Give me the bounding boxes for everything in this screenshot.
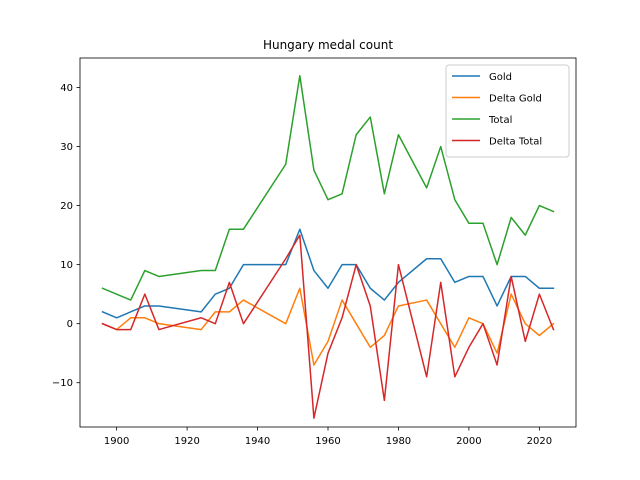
series-line-3 [101, 234, 555, 419]
x-tick-label: 2020 [527, 436, 552, 447]
x-tick-label: 1980 [386, 436, 411, 447]
legend-label-0: Gold [489, 72, 512, 83]
y-tick-label: 20 [60, 201, 73, 212]
y-tick-label: 40 [60, 83, 73, 94]
legend-label-3: Delta Total [489, 137, 542, 148]
legend-label-1: Delta Gold [489, 94, 542, 105]
x-tick-label: 1900 [104, 436, 129, 447]
y-tick-label: 0 [67, 319, 73, 330]
y-tick-label: 10 [60, 260, 73, 271]
y-axis: −10 0 10 20 30 40 [52, 83, 80, 389]
chart-title: Hungary medal count [263, 38, 393, 52]
legend-label-2: Total [488, 115, 512, 126]
plot-area [79, 57, 577, 428]
series-line-1 [101, 287, 555, 366]
x-axis: 1900 1920 1940 1960 1980 2000 2020 [104, 427, 552, 447]
y-tick-label: 30 [60, 142, 73, 153]
x-tick-label: 1960 [315, 436, 340, 447]
x-tick-label: 1920 [174, 436, 199, 447]
series-line-0 [101, 228, 555, 319]
legend: Gold Delta Gold Total Delta Total [445, 64, 570, 158]
x-tick-label: 1940 [245, 436, 270, 447]
legend-box [445, 64, 570, 158]
y-tick-label: −10 [52, 378, 73, 389]
series-line-2 [101, 74, 555, 301]
x-tick-label: 2000 [456, 436, 481, 447]
